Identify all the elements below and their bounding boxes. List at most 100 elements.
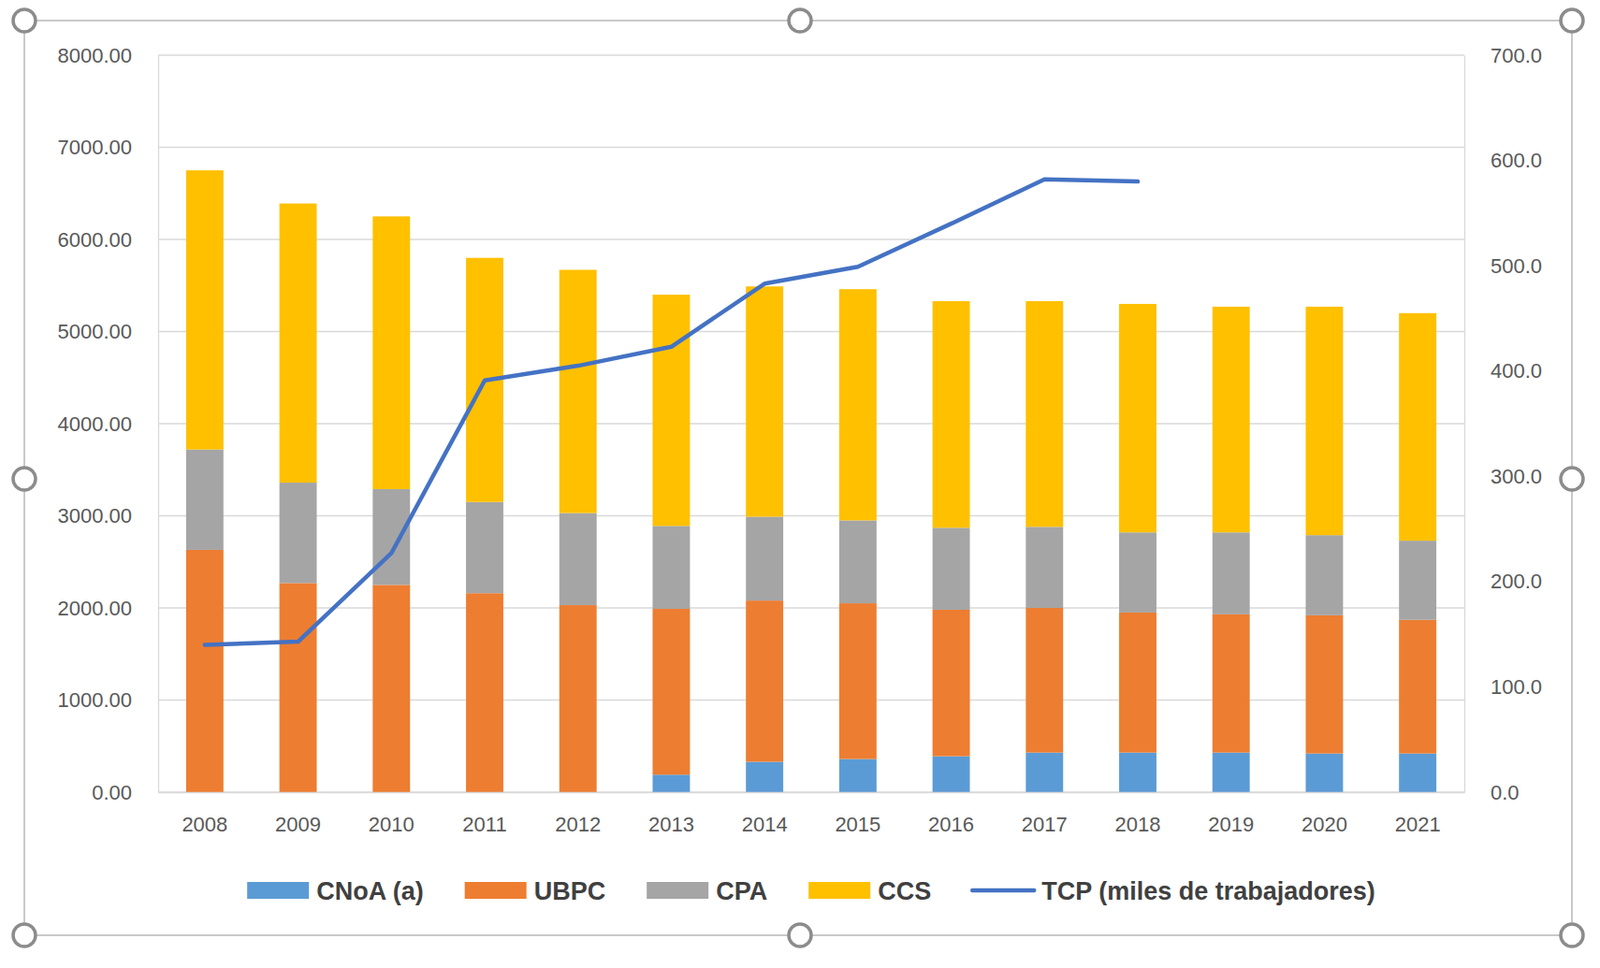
tick: 0.0 (1464, 781, 1520, 805)
legend-label: TCP (miles de trabajadores) (1041, 877, 1376, 906)
bar (1119, 532, 1157, 613)
bar (1119, 612, 1157, 754)
tick-label: 4000.00 (57, 412, 132, 437)
bar (372, 489, 410, 585)
tick: 500.0 (1464, 254, 1542, 278)
tick: 700.0 (1464, 43, 1542, 68)
tick-label: 3000.00 (57, 504, 132, 528)
bar (465, 593, 504, 793)
bar (1398, 313, 1437, 541)
grid-line (158, 791, 1465, 793)
tick: 8000.00 (57, 43, 159, 68)
tick: 2018 (1115, 792, 1162, 837)
bar (186, 550, 224, 793)
tick-label: 2017 (1021, 813, 1068, 837)
legend-swatch (808, 882, 871, 900)
tick-label: 2012 (554, 813, 601, 837)
bar (1212, 532, 1251, 615)
grid (158, 55, 1465, 793)
handle (1560, 9, 1584, 32)
grid-line (158, 607, 1465, 609)
tick: 2015 (834, 792, 881, 837)
tick: 0.00 (91, 781, 159, 805)
bar (465, 502, 504, 595)
bar (1305, 615, 1343, 755)
plot-area (186, 170, 1437, 793)
bar (1025, 608, 1063, 754)
bar (559, 270, 597, 514)
legend-label: CCS (877, 877, 931, 906)
bar (1398, 754, 1437, 793)
tick: 2020 (1301, 792, 1348, 837)
grid-line (158, 331, 1465, 333)
bar (1305, 535, 1343, 616)
tick-label: 500.0 (1490, 254, 1542, 278)
tick: 2008 (181, 792, 228, 837)
bar (1025, 753, 1063, 793)
tick-label: 700.0 (1490, 43, 1542, 68)
tick: 2009 (275, 792, 321, 837)
tick-label: 8000.00 (57, 43, 132, 68)
bar (1398, 540, 1437, 621)
handle (13, 9, 36, 32)
tick-label: 2009 (275, 813, 321, 837)
legend-label: CNoA (a) (316, 877, 424, 906)
bar (279, 482, 318, 583)
axis-line (158, 56, 160, 794)
handle (13, 467, 36, 491)
tick: 300.0 (1464, 465, 1542, 489)
tick: 5000.00 (57, 320, 159, 344)
bar (372, 584, 410, 793)
tick: 7000.00 (57, 135, 159, 160)
bar (839, 603, 877, 759)
y-axis: 0.001000.002000.003000.004000.005000.006… (57, 43, 159, 805)
bar (932, 527, 971, 611)
tick: 2010 (368, 792, 415, 837)
tick-label: 2011 (462, 813, 507, 837)
tick-label: 400.0 (1490, 359, 1542, 383)
bar (1305, 306, 1343, 536)
legend-label: CPA (715, 877, 768, 906)
grid-line (158, 699, 1465, 701)
legend-item: CNoA (a) (247, 877, 424, 906)
tick-label: 2000.00 (57, 596, 132, 621)
legend-swatch (465, 882, 527, 900)
bar (745, 516, 784, 601)
tick: 4000.00 (57, 412, 159, 437)
tick-label: 600.0 (1490, 148, 1542, 173)
grid-line (158, 54, 1465, 56)
frame (24, 20, 1572, 936)
grid-line (158, 422, 1465, 424)
tick-label: 2008 (181, 813, 228, 837)
legend-item: CCS (808, 877, 931, 906)
tick-label: 2016 (928, 813, 975, 837)
tick: 600.0 (1464, 148, 1542, 173)
legend: CNoA (a) UBPC CPA CCS TCP (miles de trabajad… (247, 877, 1376, 906)
grid-line (158, 146, 1465, 148)
grid-line (158, 238, 1465, 240)
tick-label: 2015 (834, 813, 881, 837)
bar (839, 520, 877, 604)
bar (1212, 306, 1251, 533)
bar (652, 609, 690, 775)
tick-label: 300.0 (1490, 465, 1542, 489)
tick: 2016 (928, 792, 975, 837)
tick: 2019 (1207, 792, 1254, 837)
bar (1305, 754, 1343, 793)
tick: 3000.00 (57, 504, 159, 528)
legend-label: UBPC (534, 877, 607, 906)
tick: 2017 (1021, 792, 1068, 837)
bar (652, 525, 690, 610)
tick: 400.0 (1464, 359, 1542, 383)
tick: 2012 (554, 792, 601, 837)
tick: 2011 (462, 792, 507, 837)
chart: 0.001000.002000.003000.004000.005000.006… (0, 0, 1600, 968)
legend-item: UBPC (465, 877, 607, 906)
tick-label: 7000.00 (57, 135, 132, 160)
tick-label: 100.0 (1490, 675, 1542, 699)
bar (932, 301, 971, 528)
handle (788, 924, 812, 947)
bar (1025, 301, 1063, 527)
tick: 6000.00 (57, 228, 159, 252)
bar (186, 450, 224, 551)
